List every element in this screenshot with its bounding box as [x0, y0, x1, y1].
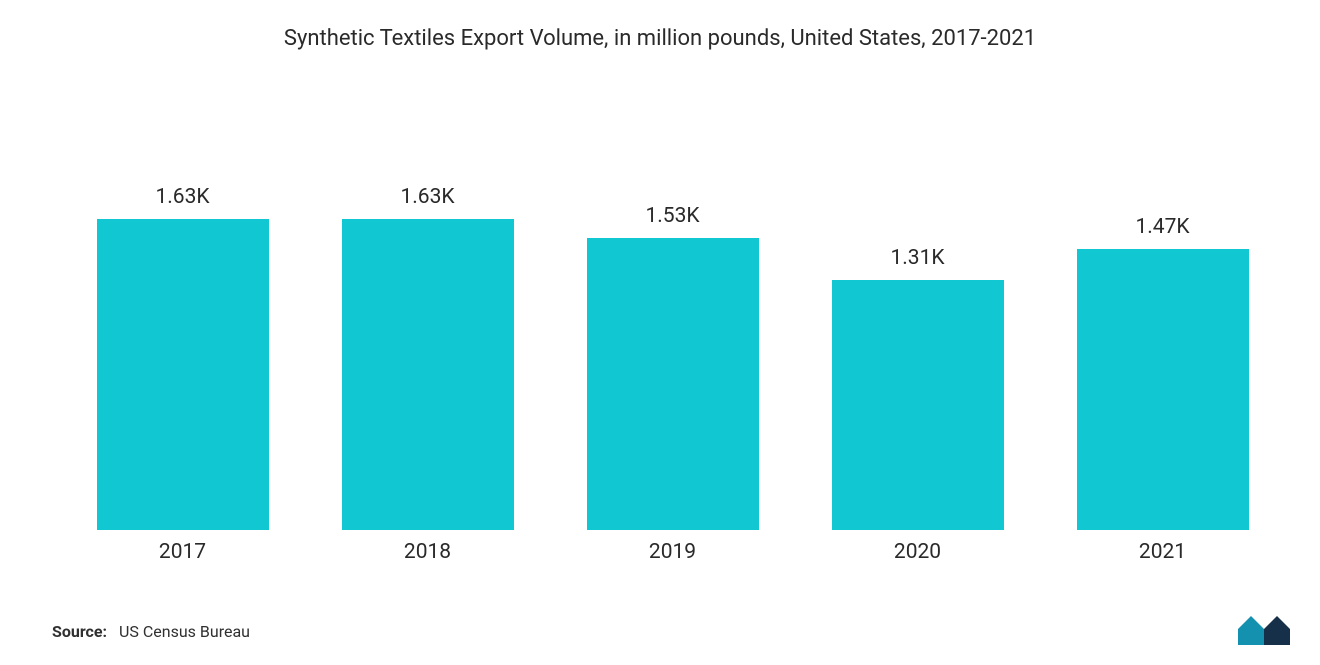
x-axis-label: 2017	[60, 540, 305, 564]
bar-rect	[342, 219, 514, 530]
source-value: US Census Bureau	[119, 622, 250, 641]
bar-group: 1.63K	[305, 110, 550, 530]
x-axis-label: 2020	[795, 540, 1040, 564]
bar-value-label: 1.63K	[155, 185, 209, 209]
source-line: Source: US Census Bureau	[52, 622, 250, 641]
x-axis-labels: 20172018201920202021	[60, 540, 1285, 564]
plot-area: 1.63K 1.63K 1.53K 1.31K 1.47K	[60, 110, 1285, 530]
bars-row: 1.63K 1.63K 1.53K 1.31K 1.47K	[60, 110, 1285, 530]
bar-value-label: 1.63K	[400, 185, 454, 209]
bar-value-label: 1.47K	[1135, 215, 1189, 239]
logo-shape-left	[1238, 616, 1264, 645]
bar-group: 1.31K	[795, 110, 1040, 530]
chart-title: Synthetic Textiles Export Volume, in mil…	[0, 26, 1320, 51]
bar-rect	[1077, 249, 1249, 530]
x-axis-label: 2021	[1040, 540, 1285, 564]
bar-rect	[587, 238, 759, 530]
chart-root: Synthetic Textiles Export Volume, in mil…	[0, 0, 1320, 665]
bar-group: 1.47K	[1040, 110, 1285, 530]
bar-value-label: 1.53K	[645, 204, 699, 228]
bar-rect	[832, 280, 1004, 530]
source-label: Source:	[52, 622, 107, 641]
bar-group: 1.53K	[550, 110, 795, 530]
x-axis-label: 2018	[305, 540, 550, 564]
x-axis-label: 2019	[550, 540, 795, 564]
bar-rect	[97, 219, 269, 530]
bar-group: 1.63K	[60, 110, 305, 530]
bar-value-label: 1.31K	[890, 246, 944, 270]
logo-shape-right	[1264, 616, 1290, 645]
brand-logo	[1238, 611, 1290, 645]
